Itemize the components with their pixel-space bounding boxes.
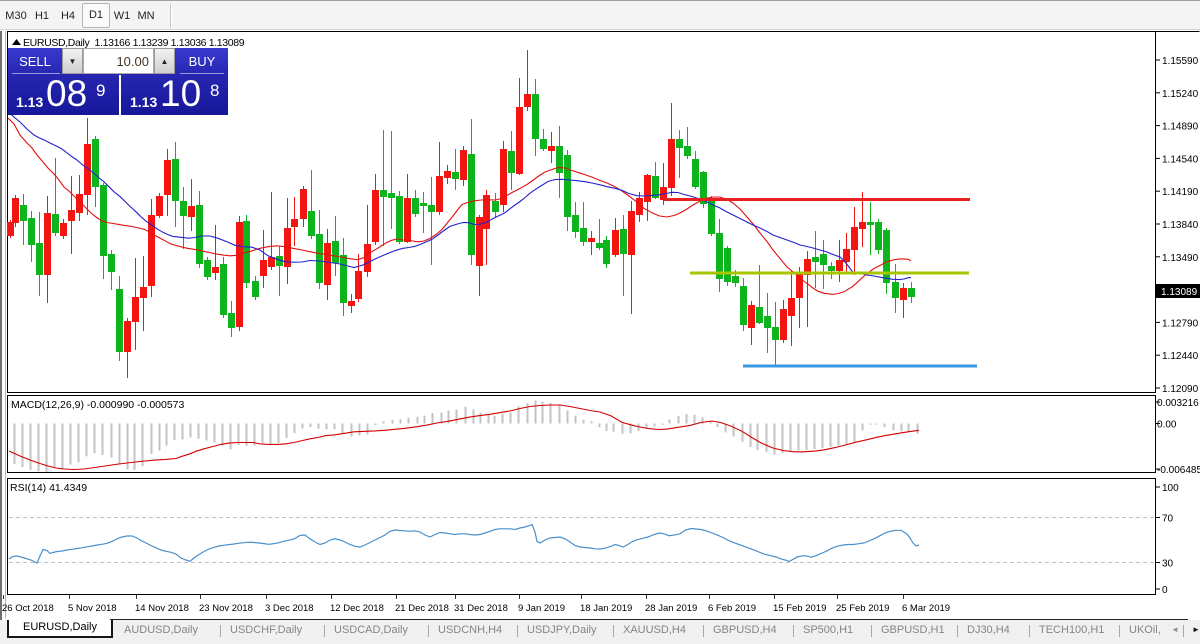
svg-text:0.00: 0.00 [1157,420,1177,431]
svg-text:1.12440: 1.12440 [1162,351,1199,362]
svg-text:-0.006485: -0.006485 [1157,465,1200,476]
svg-text:31 Dec 2018: 31 Dec 2018 [454,603,508,614]
svg-text:1.14540: 1.14540 [1162,154,1199,165]
svg-text:100: 100 [1162,483,1179,494]
svg-text:23 Nov 2018: 23 Nov 2018 [199,603,253,614]
svg-text:RSI(14) 41.4349: RSI(14) 41.4349 [10,482,87,494]
svg-text:1.15240: 1.15240 [1162,89,1199,100]
svg-text:1.12090: 1.12090 [1162,384,1199,395]
svg-text:70: 70 [1162,514,1174,525]
svg-text:21 Dec 2018: 21 Dec 2018 [395,603,449,614]
svg-text:0.003216: 0.003216 [1157,398,1199,409]
svg-text:1.14190: 1.14190 [1162,187,1199,198]
svg-text:1.13089: 1.13089 [1161,287,1198,298]
svg-text:9 Jan 2019: 9 Jan 2019 [518,603,565,614]
svg-text:EURUSD,Daily 1.13166 1.13239: EURUSD,Daily 1.13166 1.13239 1.13036 1.1… [23,37,245,49]
svg-text:26 Oct 2018: 26 Oct 2018 [2,603,54,614]
svg-text:28 Jan 2019: 28 Jan 2019 [645,603,697,614]
svg-text:6 Mar 2019: 6 Mar 2019 [902,603,950,614]
svg-text:1.12790: 1.12790 [1162,318,1199,329]
svg-text:12 Dec 2018: 12 Dec 2018 [330,603,384,614]
svg-text:0: 0 [1162,585,1168,596]
svg-text:1.13490: 1.13490 [1162,253,1199,264]
svg-text:30: 30 [1162,559,1174,570]
svg-text:1.13840: 1.13840 [1162,220,1199,231]
svg-text:6 Feb 2019: 6 Feb 2019 [708,603,756,614]
svg-text:25 Feb 2019: 25 Feb 2019 [836,603,889,614]
svg-text:3 Dec 2018: 3 Dec 2018 [265,603,314,614]
svg-text:14 Nov 2018: 14 Nov 2018 [135,603,189,614]
svg-text:1.15590: 1.15590 [1162,56,1199,67]
svg-text:1.14890: 1.14890 [1162,122,1199,133]
svg-text:MACD(12,26,9) -0.000990 -0.000: MACD(12,26,9) -0.000990 -0.000573 [11,399,185,411]
svg-text:15 Feb 2019: 15 Feb 2019 [773,603,826,614]
svg-text:5 Nov 2018: 5 Nov 2018 [68,603,117,614]
svg-text:18 Jan 2019: 18 Jan 2019 [580,603,632,614]
